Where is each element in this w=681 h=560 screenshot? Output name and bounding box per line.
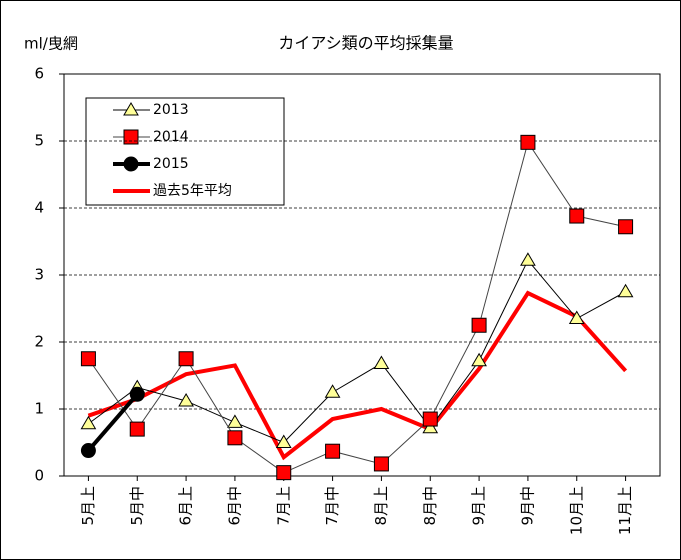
data-point bbox=[277, 466, 291, 480]
chart: カイアシ類の平均採集量 ml/曳網 2013 2014 2015 過去5年平均 0 1 2… bbox=[0, 0, 681, 560]
legend-marker bbox=[124, 157, 138, 171]
x-tick-label: 9月中 bbox=[518, 486, 536, 526]
legend-marker bbox=[124, 130, 138, 144]
x-tick-label: 9月上 bbox=[470, 486, 488, 526]
y-tick-label: 1 bbox=[34, 400, 44, 418]
y-tick-label: 4 bbox=[34, 199, 44, 217]
x-tick-label: 6月上 bbox=[177, 486, 195, 526]
legend-label: 2015 bbox=[153, 156, 189, 172]
data-point bbox=[472, 318, 486, 332]
data-point bbox=[374, 457, 388, 471]
x-tick-label: 8月中 bbox=[421, 486, 439, 526]
y-tick-label: 2 bbox=[34, 333, 44, 351]
x-tick-label: 10月上 bbox=[567, 486, 585, 535]
x-tick-label: 8月上 bbox=[372, 486, 390, 526]
y-axis-label: ml/曳網 bbox=[24, 35, 78, 53]
data-point bbox=[130, 422, 144, 436]
y-tick-label: 0 bbox=[34, 467, 44, 485]
y-tick-label: 5 bbox=[34, 132, 44, 150]
x-tick-label: 6月中 bbox=[225, 486, 243, 526]
data-point bbox=[619, 220, 633, 234]
x-tick-label: 5月上 bbox=[79, 486, 97, 526]
data-point bbox=[521, 135, 535, 149]
x-tick-label: 5月中 bbox=[128, 486, 146, 526]
legend-label: 2014 bbox=[153, 129, 189, 145]
data-point bbox=[130, 387, 144, 401]
legend-label: 2013 bbox=[153, 102, 189, 118]
legend: 2013 2014 2015 過去5年平均 bbox=[86, 98, 284, 205]
data-point bbox=[423, 412, 437, 426]
data-point bbox=[326, 444, 340, 458]
data-point bbox=[228, 431, 242, 445]
data-point bbox=[570, 209, 584, 223]
legend-label: 過去5年平均 bbox=[153, 183, 232, 199]
y-tick-label: 3 bbox=[34, 266, 44, 284]
x-tick-label: 11月上 bbox=[616, 486, 634, 535]
x-tick-label: 7月上 bbox=[274, 486, 292, 526]
chart-title: カイアシ類の平均採集量 bbox=[278, 34, 453, 53]
data-point bbox=[179, 352, 193, 366]
data-point bbox=[81, 444, 95, 458]
data-point bbox=[81, 352, 95, 366]
x-tick-label: 7月中 bbox=[323, 486, 341, 526]
y-tick-label: 6 bbox=[34, 65, 44, 83]
